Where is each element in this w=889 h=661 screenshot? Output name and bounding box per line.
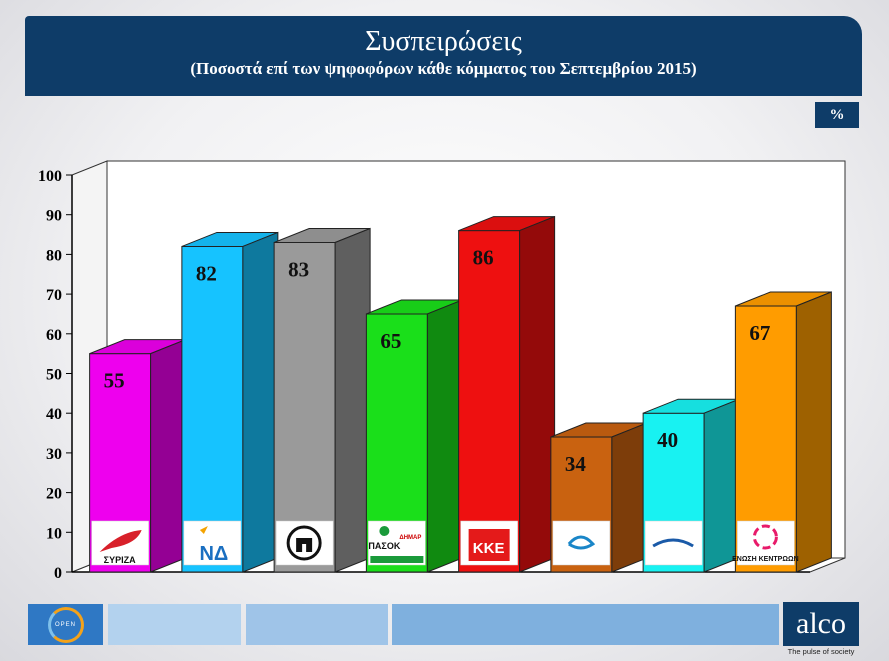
open-logo-text: OPEN <box>54 621 76 628</box>
data-label: 86 <box>473 246 494 270</box>
bar-8 <box>734 291 832 573</box>
bar-side <box>795 291 832 573</box>
pasok-sun-icon <box>379 526 390 536</box>
party-logo <box>183 520 242 566</box>
party-logo <box>644 520 703 566</box>
y-tick-label: 20 <box>46 486 62 503</box>
pasok-logo-text: ΠΑΣΟΚ <box>368 541 400 551</box>
open-channel-logo: OPEN <box>28 604 103 645</box>
chart-subtitle: (Ποσοστά επί των ψηφοφόρων κάθε κόμματος… <box>190 59 697 78</box>
bar-5 <box>458 215 556 573</box>
y-tick-label: 40 <box>46 406 62 423</box>
open-logo-icon: OPEN <box>47 606 84 643</box>
meander-inner-icon <box>296 538 313 552</box>
bar-side <box>519 215 556 573</box>
bar-side <box>426 299 463 573</box>
bar-side <box>242 231 279 573</box>
chart-title: Συσπειρώσεις <box>365 26 522 57</box>
data-label: 65 <box>380 329 401 353</box>
footer-bar-1 <box>108 604 241 645</box>
data-label: 67 <box>749 321 770 345</box>
y-tick-label: 80 <box>46 247 62 264</box>
data-label: 82 <box>196 261 217 285</box>
alco-tagline: The pulse of society <box>787 647 855 656</box>
party-logo <box>552 520 611 566</box>
bar-1 <box>89 338 187 573</box>
potami-wave-icon <box>567 535 596 550</box>
data-label: 34 <box>565 452 587 476</box>
party-logo <box>737 520 795 566</box>
anel-arc-icon <box>652 538 694 548</box>
y-tick-label: 30 <box>46 446 62 463</box>
alco-logo: alco <box>783 602 859 646</box>
bar-side <box>150 338 187 573</box>
footer-bar-2 <box>246 604 388 645</box>
y-tick-label: 70 <box>46 287 62 304</box>
enosi-logo-text: ΕΝΩΣΗ ΚΕΝΤΡΩΩΝ <box>732 556 799 563</box>
dimar-logo-text: ΔΗΜΑΡ <box>399 535 421 541</box>
chart-header: Συσπειρώσεις (Ποσοστά επί των ψηφοφόρων … <box>25 16 862 96</box>
enosi-ring-icon <box>752 524 778 550</box>
y-tick-label: 100 <box>38 168 62 185</box>
data-label: 83 <box>288 257 309 281</box>
syriza-flag-icon <box>99 530 142 552</box>
unit-badge: % <box>815 102 859 128</box>
y-tick-label: 50 <box>46 367 62 384</box>
bar-6 <box>550 422 648 573</box>
bar-side <box>703 398 740 573</box>
y-tick-label: 0 <box>54 565 62 582</box>
syriza-logo-text: ΣΥΡΙΖΑ <box>104 555 136 565</box>
data-label: 40 <box>657 428 678 452</box>
y-tick-label: 90 <box>46 208 62 225</box>
y-tick-label: 60 <box>46 327 62 344</box>
bar-front <box>458 230 521 573</box>
kke-badge-icon <box>468 529 510 561</box>
bar-side <box>334 227 371 573</box>
data-label: 55 <box>104 369 125 393</box>
footer-bar-3 <box>392 604 779 645</box>
bar-side <box>611 422 648 573</box>
nd-logo-text: ΝΔ <box>199 543 228 565</box>
y-tick-label: 10 <box>46 525 62 542</box>
bar-front <box>273 241 336 573</box>
pasok-band-icon <box>370 556 424 563</box>
bar-2 <box>181 231 279 573</box>
kke-logo-text: ΚΚΕ <box>473 540 505 557</box>
nd-torch-icon <box>199 526 208 534</box>
meander-icon <box>286 525 322 561</box>
